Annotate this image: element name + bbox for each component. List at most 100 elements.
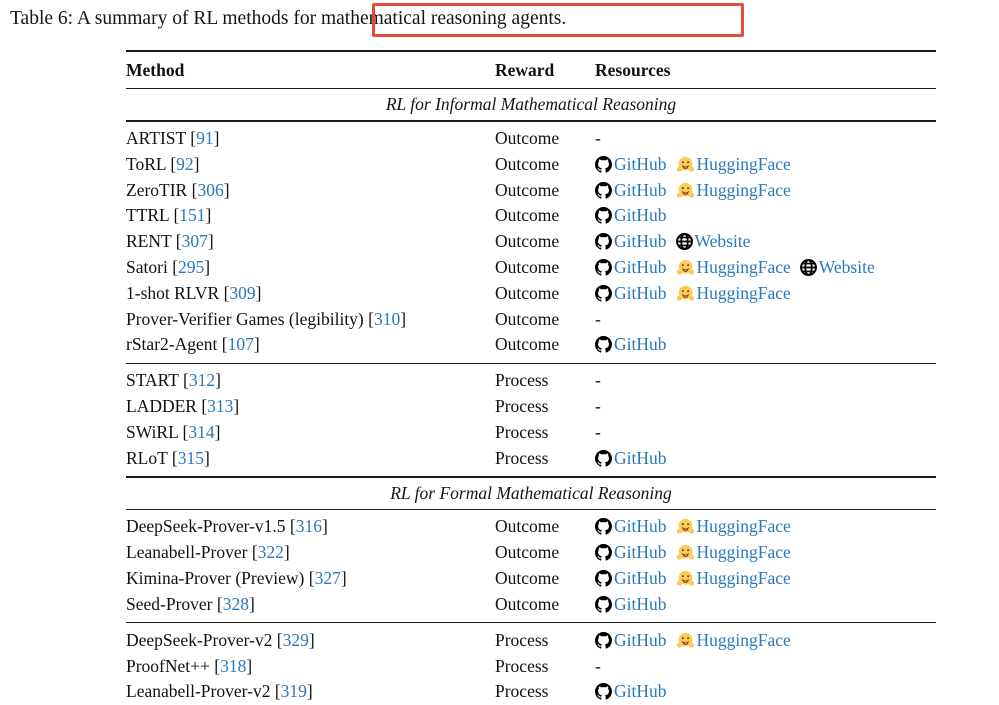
citation-link[interactable]: 318: [220, 655, 247, 676]
github-icon: [595, 631, 612, 649]
citation-bracket-open: [: [368, 308, 374, 329]
huggingface-link[interactable]: HuggingFace: [676, 542, 791, 563]
method-cell: RENT [307]: [126, 231, 495, 252]
github-icon: [595, 569, 612, 587]
huggingface-link[interactable]: HuggingFace: [676, 516, 791, 537]
citation-link[interactable]: 316: [295, 516, 322, 537]
resources-cell: -: [595, 128, 936, 149]
reward-cell: Outcome: [495, 516, 560, 537]
citation-bracket-close: ]: [340, 567, 347, 588]
github-link[interactable]: GitHub: [595, 568, 667, 589]
github-link[interactable]: GitHub: [595, 180, 667, 201]
citation-bracket-open: [: [289, 516, 296, 537]
citation-link[interactable]: 107: [227, 334, 254, 355]
citation-bracket-open: [: [183, 370, 189, 391]
citation-link[interactable]: 329: [282, 629, 309, 650]
huggingface-link[interactable]: HuggingFace: [676, 180, 791, 201]
citation-link[interactable]: 307: [181, 231, 208, 252]
method-cell: DeepSeek-Prover-v1.5 [316]: [126, 516, 495, 537]
section-title: RL for Formal Mathematical Reasoning: [390, 482, 672, 503]
citation-link[interactable]: 312: [188, 370, 216, 391]
table-row: ToRL [92] Outcome GitHub HuggingFace: [126, 151, 936, 177]
method-cell: Leanabell-Prover-v2 [319]: [126, 681, 495, 702]
reward-cell: Outcome: [495, 308, 560, 329]
citation-bracket-close: ]: [308, 629, 315, 650]
row-group: START [312] Process - LADDER [313] Process - S…: [126, 364, 936, 476]
github-link[interactable]: GitHub: [595, 283, 667, 304]
resources-cell: -: [595, 422, 936, 443]
github-link[interactable]: GitHub: [595, 542, 667, 563]
method-cell: ProofNet++ [318]: [126, 656, 495, 677]
citation-link[interactable]: 306: [197, 179, 224, 200]
citation-bracket-close: ]: [215, 370, 221, 391]
huggingface-link[interactable]: HuggingFace: [676, 283, 791, 304]
github-link[interactable]: GitHub: [595, 205, 667, 226]
method-name: Satori: [126, 256, 173, 277]
citation-link[interactable]: 91: [196, 127, 214, 148]
huggingface-link[interactable]: HuggingFace: [676, 257, 791, 278]
resources-cell: -: [595, 309, 936, 330]
github-link[interactable]: GitHub: [595, 681, 667, 702]
resources-cell: GitHub Website: [595, 231, 936, 252]
reward-cell: Outcome: [495, 127, 560, 148]
citation-bracket-close: ]: [204, 256, 211, 277]
github-link[interactable]: GitHub: [595, 594, 667, 615]
citation-link[interactable]: 319: [280, 681, 307, 702]
citation-link[interactable]: 328: [222, 593, 249, 614]
citation-bracket-close: ]: [246, 655, 253, 676]
citation-link[interactable]: 327: [314, 567, 341, 588]
method-name: Prover-Verifier Games (legibility): [126, 308, 369, 329]
citation-link[interactable]: 295: [178, 256, 205, 277]
github-link[interactable]: GitHub: [595, 257, 667, 278]
citation-bracket-open: [: [182, 422, 189, 443]
citation-link[interactable]: 92: [176, 153, 194, 174]
table-row: LADDER [313] Process -: [126, 394, 936, 420]
table-row: Satori [295] Outcome GitHub HuggingFace Webs…: [126, 255, 936, 281]
huggingface-link[interactable]: HuggingFace: [676, 568, 791, 589]
method-name: TTRL: [126, 205, 174, 226]
reward-cell: Process: [495, 422, 549, 443]
resource-link-label: GitHub: [614, 334, 667, 355]
website-link[interactable]: Website: [675, 231, 750, 252]
github-link[interactable]: GitHub: [595, 334, 667, 355]
method-cell: Seed-Prover [328]: [126, 594, 495, 615]
citation-bracket-close: ]: [193, 153, 200, 174]
citation-bracket-close: ]: [248, 593, 255, 614]
citation-bracket-close: ]: [283, 542, 290, 563]
reward-cell: Process: [495, 655, 549, 676]
citation-bracket-open: [: [216, 593, 223, 614]
citation-link[interactable]: 313: [207, 396, 234, 417]
github-link[interactable]: GitHub: [595, 448, 667, 469]
citation-link[interactable]: 151: [179, 205, 206, 226]
reward-cell: Process: [495, 447, 549, 468]
citation-link[interactable]: 322: [257, 542, 284, 563]
reward-cell: Outcome: [495, 231, 560, 252]
table-row: Seed-Prover [328] Outcome GitHub: [126, 591, 936, 617]
github-link[interactable]: GitHub: [595, 630, 667, 651]
citation-link[interactable]: 314: [188, 422, 215, 443]
resource-link-label: GitHub: [614, 593, 667, 614]
citation-link[interactable]: 315: [177, 447, 204, 468]
citation-bracket-close: ]: [205, 205, 212, 226]
github-link[interactable]: GitHub: [595, 231, 667, 252]
resource-link-label: HuggingFace: [696, 256, 791, 277]
table-row: rStar2-Agent [107] Outcome GitHub: [126, 332, 936, 358]
resources-cell: GitHub: [595, 334, 936, 355]
resource-link-label: HuggingFace: [696, 567, 791, 588]
method-name: 1-shot RLVR: [126, 282, 224, 303]
citation-bracket-open: [: [221, 334, 228, 355]
github-link[interactable]: GitHub: [595, 154, 667, 175]
resources-cell: GitHub HuggingFace: [595, 630, 936, 651]
citation-bracket-close: ]: [203, 447, 210, 468]
website-link[interactable]: Website: [799, 257, 875, 278]
huggingface-link[interactable]: HuggingFace: [676, 154, 791, 175]
github-icon: [595, 518, 612, 535]
reward-cell: Outcome: [495, 256, 560, 277]
method-cell: ToRL [92]: [126, 154, 495, 175]
github-icon: [595, 544, 612, 561]
citation-link[interactable]: 309: [229, 282, 256, 303]
globe-icon: [675, 233, 693, 251]
github-link[interactable]: GitHub: [595, 516, 667, 537]
citation-link[interactable]: 310: [373, 308, 401, 329]
huggingface-link[interactable]: HuggingFace: [676, 630, 791, 651]
